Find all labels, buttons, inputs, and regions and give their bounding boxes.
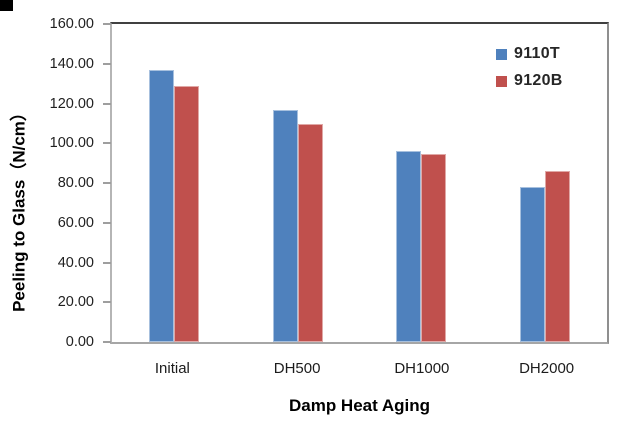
corner-artifact	[0, 0, 13, 11]
y-tick-mark	[103, 102, 111, 105]
plot-area	[110, 22, 609, 344]
category-label-Initial: Initial	[154, 360, 190, 377]
legend-item-9120B: 9120B	[496, 72, 563, 90]
x-axis-category-labels: Initial DH500 DH1000 DH2000	[110, 360, 609, 377]
bar-group-Initial	[112, 24, 236, 342]
bar-9110T-Initial	[148, 69, 174, 342]
y-tick-mark	[103, 62, 111, 65]
bar-9110T-DH2000	[520, 186, 546, 342]
y-tick-mark	[103, 142, 111, 145]
y-tick-mark	[103, 23, 111, 25]
bar-group-DH2000	[483, 24, 607, 342]
legend-label: 9110T	[514, 45, 560, 62]
x-axis-title: Damp Heat Aging	[288, 396, 431, 415]
bar-9110T-DH1000	[396, 151, 422, 342]
y-tick-label: 60.00	[57, 214, 94, 231]
bar-9120B-DH500	[297, 124, 323, 342]
y-tick-label: 120.00	[49, 95, 94, 112]
legend-swatch-9110T	[496, 48, 507, 60]
y-tick-label: 0.00	[65, 334, 94, 350]
bar-9110T-DH500	[272, 110, 298, 342]
legend-label: 9120B	[514, 72, 563, 89]
bar-group-DH1000	[360, 24, 484, 342]
category-label-DH500: DH500	[273, 360, 321, 377]
bar-9120B-DH1000	[421, 154, 447, 342]
bars-row	[112, 24, 607, 342]
y-tick-label: 40.00	[57, 254, 94, 271]
legend-item-9110T: 9110T	[496, 45, 563, 63]
y-tick-mark	[103, 261, 111, 264]
y-tick-mark	[103, 221, 111, 224]
y-tick-label: 20.00	[57, 294, 94, 311]
y-tick-label: 100.00	[49, 135, 94, 152]
legend-swatch-9120B	[496, 75, 507, 87]
y-tick-mark	[103, 182, 111, 184]
bar-9120B-Initial	[173, 85, 199, 342]
y-tick-label: 140.00	[49, 55, 94, 72]
y-tick-label: 80.00	[57, 175, 94, 191]
y-tick-label: 160.00	[49, 16, 94, 32]
category-label-DH2000: DH2000	[519, 360, 575, 377]
category-label-DH1000: DH1000	[394, 360, 450, 377]
y-tick-mark	[103, 301, 111, 304]
y-tick-mark	[103, 341, 111, 343]
bar-9120B-DH2000	[545, 171, 571, 342]
legend: 9110T 9120B	[496, 45, 563, 99]
bar-group-DH500	[236, 24, 360, 342]
